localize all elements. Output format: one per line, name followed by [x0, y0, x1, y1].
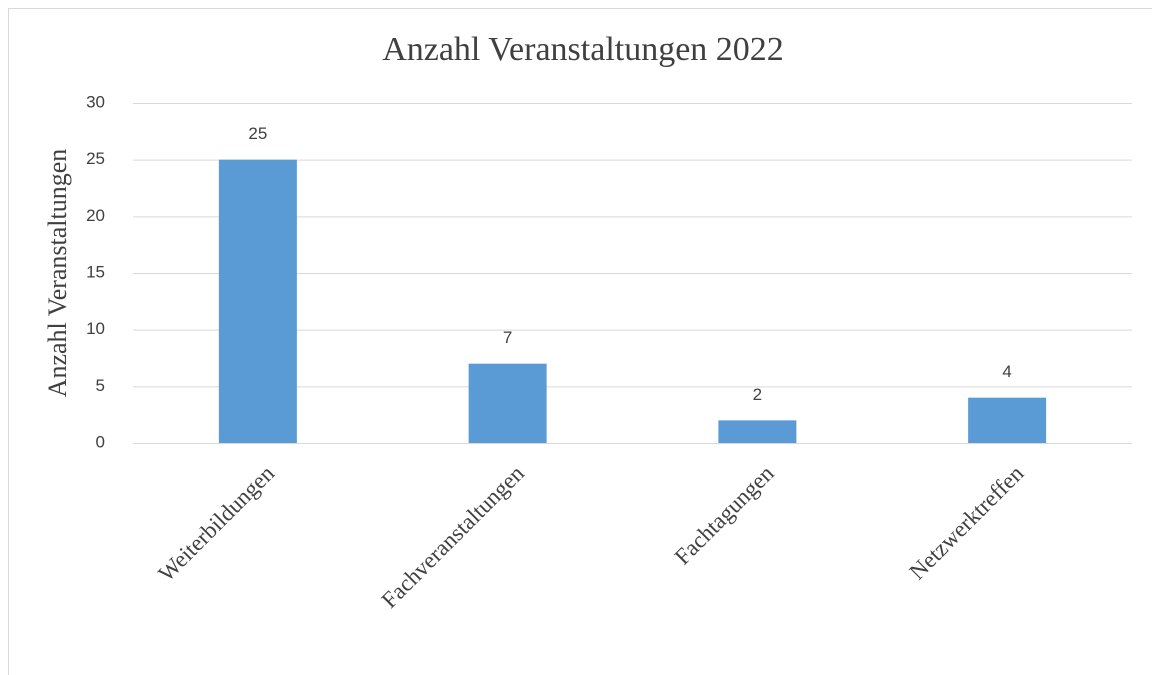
bar — [968, 397, 1047, 443]
y-tick-label: 30 — [86, 92, 105, 111]
bar — [718, 420, 797, 443]
y-tick-label: 20 — [86, 206, 105, 225]
y-axis-label: Anzahl Veranstaltungen — [43, 149, 72, 398]
x-tick-label: Netzwerktreffen — [904, 460, 1028, 584]
data-label: 4 — [1002, 362, 1011, 381]
x-tick-label: Fachtagungen — [670, 460, 779, 569]
bar — [218, 159, 297, 443]
x-tick-label: Weiterbildungen — [153, 460, 279, 586]
y-tick-label: 15 — [86, 262, 105, 281]
y-tick-label: 0 — [96, 432, 105, 451]
y-tick-label: 25 — [86, 149, 105, 168]
y-tick-label: 10 — [86, 319, 105, 338]
chart-border — [8, 8, 1152, 675]
data-label: 7 — [503, 328, 512, 347]
x-tick-label: Fachveranstaltungen — [377, 460, 530, 613]
data-label: 2 — [753, 385, 762, 404]
chart-title: Anzahl Veranstaltungen 2022 — [382, 31, 784, 68]
data-label: 25 — [248, 124, 267, 143]
y-tick-label: 5 — [96, 376, 105, 395]
bar — [468, 363, 547, 443]
